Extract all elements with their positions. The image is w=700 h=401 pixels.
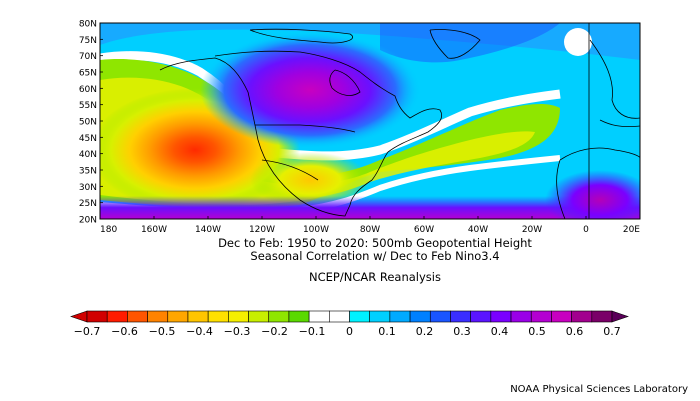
colorbar-swatch	[429, 310, 451, 323]
canada-positive-center	[200, 32, 420, 148]
colorbar-swatch	[591, 310, 613, 323]
colorbar-swatch	[409, 310, 431, 323]
lat-label: 25N	[79, 199, 97, 209]
greenland-coast	[429, 29, 481, 59]
colorbar-swatch	[127, 310, 148, 323]
colorbar-labels: −0.7 −0.6 −0.5 −0.4 −0.3 −0.2 −0.1 0 0.1 0.2 0.3 0.…	[74, 325, 621, 338]
colorbar-swatch	[86, 310, 108, 323]
greenland-white-patch	[564, 28, 592, 56]
credit-label: NOAA Physical Sciences Laboratory	[510, 384, 688, 395]
colorbar-swatch	[369, 310, 391, 323]
colorbar-label: 0.3	[453, 325, 471, 338]
title-line-1: Dec to Feb: 1950 to 2020: 500mb Geopoten…	[218, 236, 532, 250]
southeast-us-negative	[250, 152, 370, 208]
hudson-bay	[329, 69, 361, 96]
colorbar-right-arrow	[611, 310, 629, 323]
colorbar-label: −0.2	[261, 325, 288, 338]
lat-label: 75N	[79, 36, 97, 46]
colorbar-swatch	[510, 310, 532, 323]
longitude-axis: 180 160W 140W 120W 100W 80W 60W 40W 20W 0 20E	[99, 216, 641, 235]
lat-label: 45N	[79, 134, 97, 144]
dataset-label: NCEP/NCAR Reanalysis	[309, 270, 441, 284]
lon-label: 60W	[414, 225, 434, 235]
lat-label: 30N	[79, 183, 97, 193]
africa-positive-center	[545, 170, 640, 219]
colorbar-swatch	[268, 310, 290, 323]
colorbar-swatch	[228, 310, 249, 323]
atlantic-blue-band	[380, 23, 560, 63]
lat-label: 35N	[79, 167, 97, 177]
colorbar-swatch	[450, 310, 471, 323]
lat-label: 50N	[79, 118, 97, 128]
colorbar-swatch	[106, 310, 128, 323]
lon-label: 120W	[249, 225, 275, 235]
tropical-positive-band	[100, 196, 640, 219]
africa-coast	[556, 147, 640, 219]
lon-label: 0	[583, 225, 589, 235]
colorbar-swatch	[329, 310, 350, 323]
us-canada-border	[255, 124, 356, 133]
colorbar-label: −0.1	[299, 325, 326, 338]
colorbar-swatch	[571, 310, 593, 323]
colorbar-swatch	[167, 310, 189, 323]
colorbar-label: 0	[346, 325, 353, 338]
colorbar-swatch	[248, 310, 270, 323]
colorbar-label: 0.1	[378, 325, 396, 338]
lon-label: 40W	[468, 225, 488, 235]
europe-coast	[589, 39, 640, 128]
lat-label: 65N	[79, 69, 97, 79]
colorbar-label: 0.6	[566, 325, 584, 338]
lon-label: 80W	[360, 225, 380, 235]
colorbar-swatch	[490, 310, 512, 323]
colorbar-label: −0.5	[149, 325, 176, 338]
colorbar-label: −0.4	[186, 325, 213, 338]
latitude-axis: 80N 75N 70N 65N 60N 55N 50N 45N 40N 35N 30N 25N 20N	[79, 20, 103, 226]
lon-label: 140W	[195, 225, 221, 235]
arctic-islands	[249, 28, 353, 44]
colorbar-label: 0.7	[603, 325, 621, 338]
colorbar-label: 0.5	[528, 325, 546, 338]
colorbar-label: −0.7	[74, 325, 101, 338]
lon-label: 180	[100, 225, 117, 235]
colorbar-label: −0.6	[111, 325, 138, 338]
map-panel	[100, 23, 640, 219]
lat-label: 80N	[79, 20, 97, 30]
colorbar-swatch	[470, 310, 492, 323]
lat-label: 60N	[79, 85, 97, 95]
colorbar-swatch	[308, 310, 330, 323]
north-america-coast	[159, 50, 443, 217]
us-mexico-border	[261, 159, 319, 181]
lon-label: 20E	[623, 225, 640, 235]
lon-label: 100W	[303, 225, 329, 235]
lat-label: 70N	[79, 52, 97, 62]
colorbar-label: 0.4	[491, 325, 509, 338]
colorbar-swatch	[207, 310, 229, 323]
colorbar-swatch	[551, 310, 572, 323]
colorbar	[70, 310, 629, 323]
colorbar-swatch	[389, 310, 411, 323]
colorbar-label: −0.3	[224, 325, 251, 338]
title-line-2: Seasonal Correlation w/ Dec to Feb Nino3…	[250, 249, 499, 263]
colorbar-swatch	[147, 310, 169, 323]
lat-label: 40N	[79, 150, 97, 160]
colorbar-swatch	[288, 310, 310, 323]
coastlines	[159, 28, 640, 219]
colorbar-swatch	[349, 310, 370, 323]
lon-label: 20W	[522, 225, 542, 235]
colorbar-swatch	[187, 310, 209, 323]
lon-label: 160W	[141, 225, 167, 235]
colorbar-swatch	[530, 310, 552, 323]
colorbar-left-arrow	[70, 310, 88, 323]
lat-label: 20N	[79, 216, 97, 226]
lat-label: 55N	[79, 101, 97, 111]
colorbar-label: 0.2	[416, 325, 434, 338]
